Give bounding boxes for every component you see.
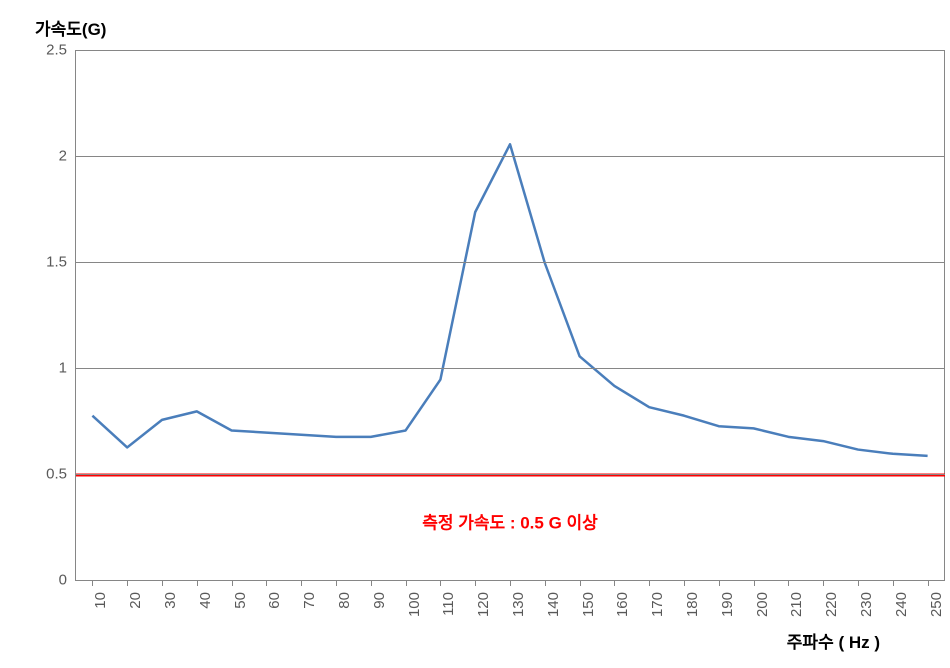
x-tick-label: 190 xyxy=(719,592,736,622)
y-tick-label: 2 xyxy=(27,148,67,165)
x-tick-label: 50 xyxy=(232,592,249,622)
x-tick-label: 30 xyxy=(162,592,179,622)
x-tick-label: 210 xyxy=(788,592,805,622)
y-tick-label: 1.5 xyxy=(27,254,67,271)
y-axis-title: 가속도(G) xyxy=(35,15,106,40)
gridline xyxy=(75,580,945,581)
x-tick-label: 230 xyxy=(858,592,875,622)
gridline xyxy=(75,368,945,369)
gridline xyxy=(75,474,945,475)
gridline xyxy=(75,156,945,157)
reference-annotation: 측정 가속도 : 0.5 G 이상 xyxy=(422,508,598,533)
y-tick-label: 2.5 xyxy=(27,42,67,59)
x-tick-label: 70 xyxy=(301,592,318,622)
chart-svg xyxy=(75,51,945,581)
x-tick-label: 60 xyxy=(266,592,283,622)
x-tick-label: 220 xyxy=(823,592,840,622)
gridline xyxy=(75,262,945,263)
y-tick-label: 0.5 xyxy=(27,466,67,483)
x-axis-title: 주파수 ( Hz ) xyxy=(787,628,880,653)
x-tick-label: 240 xyxy=(893,592,910,622)
x-tick-label: 160 xyxy=(614,592,631,622)
x-tick-label: 100 xyxy=(406,592,423,622)
y-tick-label: 1 xyxy=(27,360,67,377)
x-tick-label: 10 xyxy=(92,592,109,622)
x-tick-label: 40 xyxy=(197,592,214,622)
x-tick-label: 170 xyxy=(649,592,666,622)
x-tick-label: 80 xyxy=(336,592,353,622)
x-tick-label: 180 xyxy=(684,592,701,622)
data-series-line xyxy=(92,144,927,456)
x-tick-label: 200 xyxy=(754,592,771,622)
x-tick-label: 120 xyxy=(475,592,492,622)
gridline xyxy=(75,50,945,51)
plot-area xyxy=(75,50,945,580)
y-axis-line xyxy=(75,50,76,580)
x-tick-label: 250 xyxy=(928,592,945,622)
x-tick-label: 20 xyxy=(127,592,144,622)
chart-container: 가속도(G) 주파수 ( Hz ) 0 0.5 1 1.5 2 2.5 10 20 30 40 5… xyxy=(20,10,930,658)
x-tick-label: 110 xyxy=(440,592,457,622)
x-tick-label: 140 xyxy=(545,592,562,622)
x-tick-label: 130 xyxy=(510,592,527,622)
y-tick-label: 0 xyxy=(27,572,67,589)
x-tick-label: 90 xyxy=(371,592,388,622)
x-tick-label: 150 xyxy=(580,592,597,622)
